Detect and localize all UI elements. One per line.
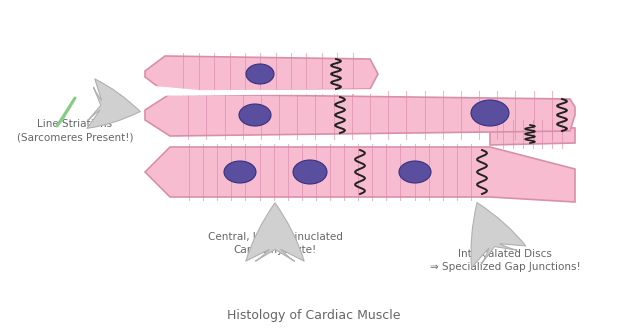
Ellipse shape <box>239 104 271 126</box>
Ellipse shape <box>224 161 256 183</box>
Ellipse shape <box>293 160 327 184</box>
Text: Histology of Cardiac Muscle: Histology of Cardiac Muscle <box>227 309 401 322</box>
Polygon shape <box>145 94 575 136</box>
Ellipse shape <box>399 161 431 183</box>
Text: Intercalated Discs
⇒ Specialized Gap Junctions!: Intercalated Discs ⇒ Specialized Gap Jun… <box>430 249 580 272</box>
Ellipse shape <box>246 64 274 84</box>
Polygon shape <box>490 123 575 145</box>
Polygon shape <box>145 86 378 95</box>
Polygon shape <box>145 56 378 92</box>
Ellipse shape <box>471 100 509 126</box>
Polygon shape <box>145 147 575 202</box>
Text: Line Striations
(Sarcomeres Present!): Line Striations (Sarcomeres Present!) <box>17 119 133 142</box>
Text: Central, Uni or Binuclated
Cardiomyocyte!: Central, Uni or Binuclated Cardiomyocyte… <box>208 232 342 255</box>
